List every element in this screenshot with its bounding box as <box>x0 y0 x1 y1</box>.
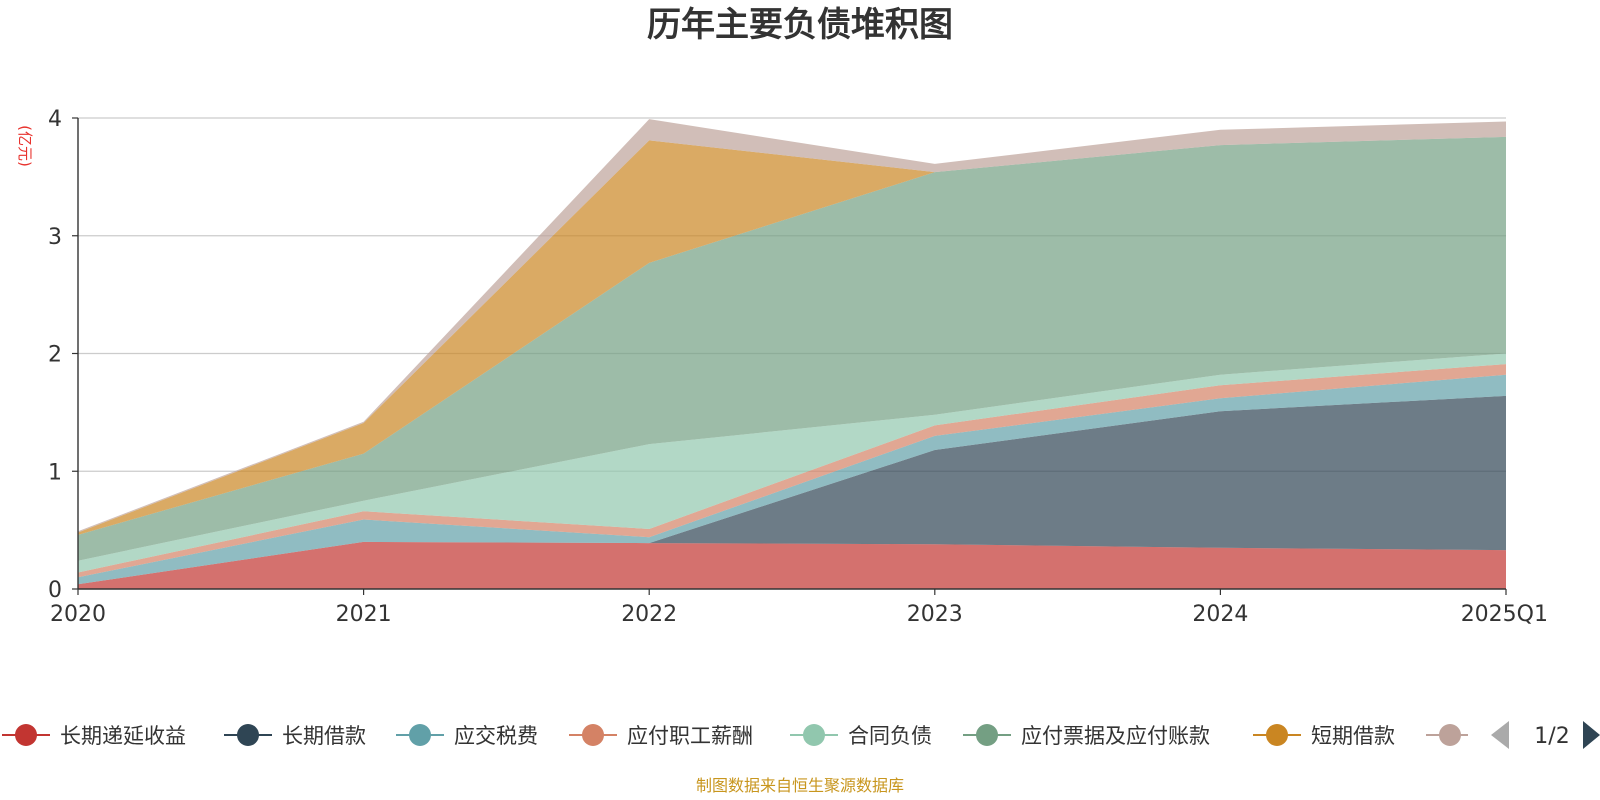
legend-item-0[interactable]: 长期递延收益 <box>2 724 186 748</box>
x-tick-label: 2020 <box>50 602 106 627</box>
x-tick-label: 2023 <box>907 602 963 627</box>
legend-item-3[interactable]: 应付职工薪酬 <box>569 724 753 748</box>
x-tick-label: 2022 <box>621 602 677 627</box>
y-tick-label: 3 <box>48 225 62 250</box>
y-tick-label: 4 <box>48 107 62 132</box>
legend-marker <box>1439 724 1461 746</box>
area-series-3 <box>78 364 1506 578</box>
legend-label: 长期借款 <box>282 724 366 748</box>
legend-item-5[interactable]: 应付票据及应付账款 <box>963 724 1210 748</box>
legend-marker <box>976 724 998 746</box>
area-series-1 <box>78 395 1506 585</box>
legend-marker <box>1266 724 1288 746</box>
legend-marker <box>582 724 604 746</box>
legend-marker <box>237 724 259 746</box>
area-series-2 <box>78 374 1506 585</box>
area-series-6 <box>78 136 1506 535</box>
legend-marker <box>409 724 431 746</box>
y-tick-label: 2 <box>48 343 62 368</box>
legend-clip <box>1468 719 1478 751</box>
legend-item-6[interactable]: 短期借款 <box>1253 724 1395 748</box>
legend-item-4[interactable]: 合同负债 <box>790 724 932 748</box>
legend-marker <box>15 724 37 746</box>
legend-item-1[interactable]: 长期借款 <box>224 724 366 748</box>
x-tick-label: 2021 <box>336 602 392 627</box>
x-tick-label: 2024 <box>1192 602 1248 627</box>
legend-label: 长期递延收益 <box>60 724 186 748</box>
area-series-5 <box>78 136 1506 561</box>
legend-page-indicator: 1/2 <box>1534 724 1569 749</box>
area-series <box>78 119 1506 589</box>
legend-marker <box>803 724 825 746</box>
next-page-arrow-icon[interactable] <box>1583 721 1600 749</box>
chart-title: 历年主要负债堆积图 <box>647 5 953 45</box>
legend-item-2[interactable]: 应交税费 <box>396 724 538 748</box>
axes: 2020 2021 2022 2023 2024 2025Q1 <box>50 118 1548 627</box>
y-tick-label: 1 <box>48 460 62 485</box>
data-source-note: 制图数据来自恒生聚源数据库 <box>696 776 904 795</box>
x-tick-label: 2025Q1 <box>1461 602 1548 627</box>
legend-item-7[interactable] <box>1426 724 1474 746</box>
prev-page-arrow-icon[interactable] <box>1491 721 1509 749</box>
legend[interactable]: 长期递延收益 长期借款 应交税费 应付职工薪酬 合同负债 应付票据及应付账款 短期借款 1/2 <box>2 719 1600 751</box>
area-series-4 <box>78 353 1506 573</box>
legend-label: 合同负债 <box>848 724 932 748</box>
y-tick-label: 0 <box>48 578 62 603</box>
legend-label: 短期借款 <box>1311 724 1395 748</box>
legend-label: 应交税费 <box>454 724 538 748</box>
area-series-0 <box>78 541 1506 589</box>
legend-label: 应付票据及应付账款 <box>1021 724 1210 748</box>
y-axis-unit: (亿元) <box>16 125 34 167</box>
legend-pager: 1/2 <box>1491 721 1600 749</box>
legend-label: 应付职工薪酬 <box>627 724 753 748</box>
